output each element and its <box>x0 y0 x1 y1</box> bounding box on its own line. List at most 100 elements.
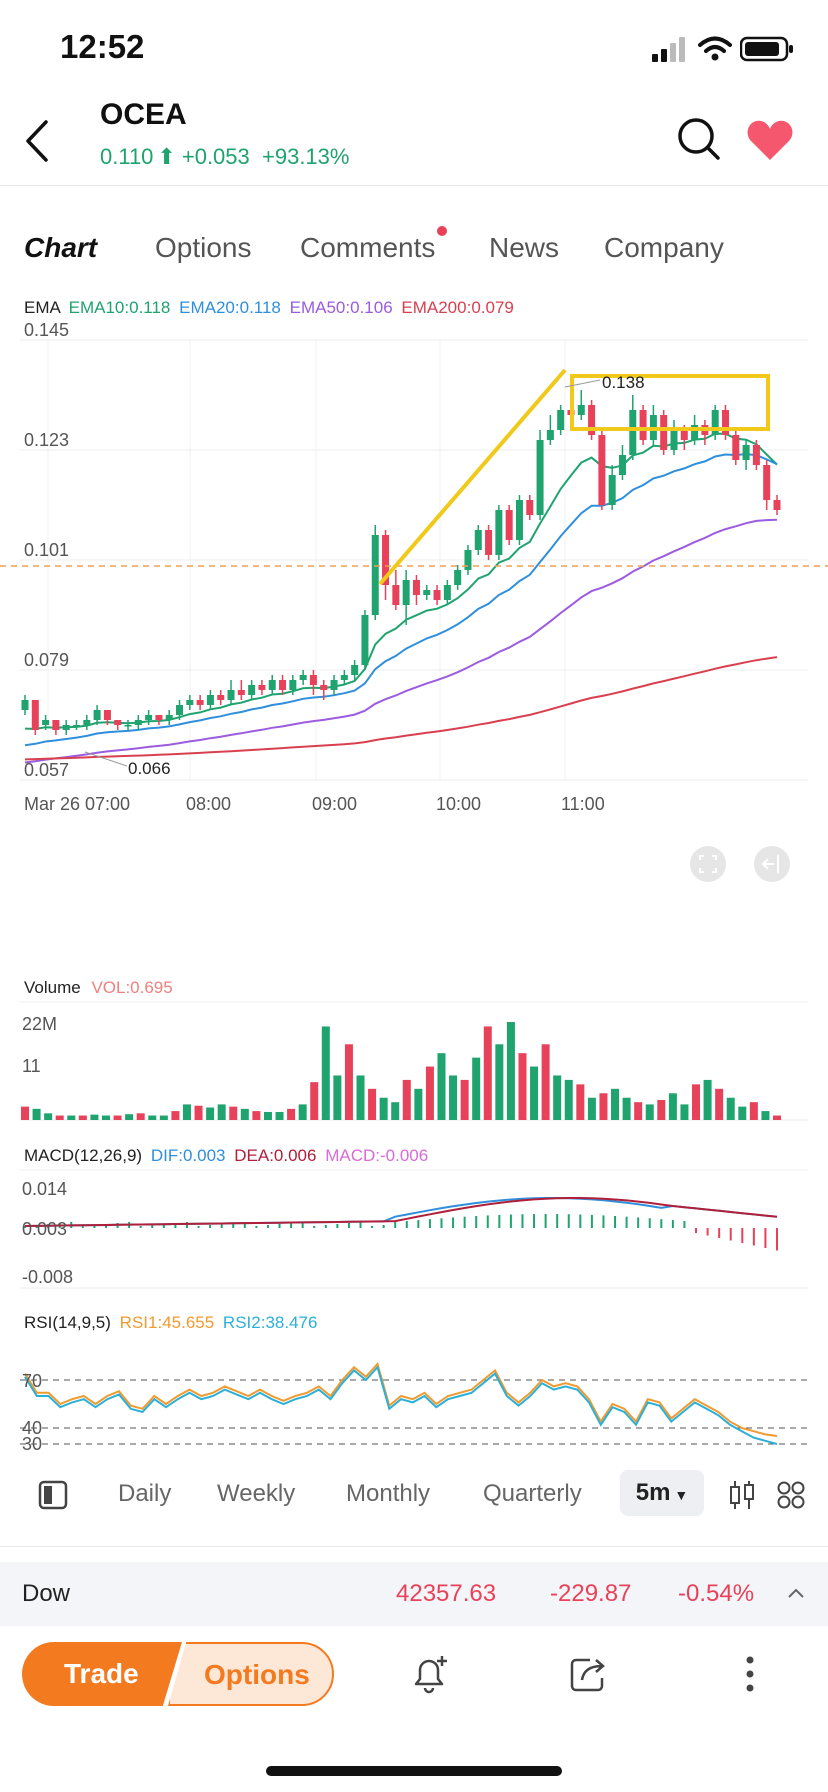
volume-bar <box>263 1111 272 1120</box>
candle-body <box>505 510 513 540</box>
period-quarterly[interactable]: Quarterly <box>483 1480 582 1507</box>
macd-label: MACD(12,26,9) <box>24 1146 143 1165</box>
volume-bar <box>78 1115 87 1120</box>
battery-icon <box>740 36 793 62</box>
volume-bar <box>773 1115 781 1120</box>
candle-body <box>155 715 163 720</box>
candle-body <box>21 700 29 710</box>
volume-bar <box>506 1022 515 1120</box>
tab-chart[interactable]: Chart <box>20 232 116 274</box>
period-divider <box>0 1546 828 1547</box>
rsi-legend: RSI(14,9,5) RSI1:45.655 RSI2:38.476 <box>24 1313 317 1333</box>
volume-bar <box>483 1026 492 1120</box>
price-y-tick: 0.101 <box>24 540 69 560</box>
ema10-value: EMA10:0.118 <box>68 298 171 317</box>
volume-bar <box>402 1079 411 1120</box>
favorite-heart-icon[interactable] <box>746 118 794 162</box>
volume-bar <box>749 1102 758 1120</box>
signal-icon <box>652 37 685 62</box>
candle-body <box>526 500 534 515</box>
price-y-tick: 0.079 <box>24 650 69 670</box>
share-icon[interactable] <box>568 1652 612 1696</box>
index-ticker[interactable]: Dow 42357.63 -229.87 -0.54% <box>0 1562 828 1626</box>
candle-body <box>546 430 554 440</box>
price-x-tick: 09:00 <box>312 794 357 814</box>
volume-bar <box>668 1093 677 1120</box>
volume-chart: 22M 11 <box>20 1001 808 1121</box>
stock-change: +0.053 <box>181 144 250 169</box>
rsi-tick-30: 30 <box>22 1434 42 1450</box>
macd-dif-line <box>24 1197 778 1227</box>
volume-bar <box>680 1104 689 1120</box>
candle-body <box>752 445 760 465</box>
volume-bar <box>21 1106 29 1120</box>
volume-bar <box>44 1113 53 1120</box>
price-x-tick: Mar 26 07:00 <box>24 794 130 814</box>
sidebar-toggle-icon[interactable] <box>38 1480 68 1510</box>
candle-body <box>351 665 359 675</box>
search-icon[interactable] <box>676 116 722 162</box>
volume-bar <box>32 1108 41 1120</box>
candle-body <box>114 720 122 725</box>
notification-dot <box>437 226 448 236</box>
caret-down-icon: ▼ <box>674 1487 689 1503</box>
status-time: 12:52 <box>60 28 145 65</box>
rsi1-value: RSI1:45.655 <box>119 1313 215 1332</box>
period-weekly[interactable]: Weekly <box>217 1480 296 1507</box>
more-options-icon[interactable] <box>740 1652 760 1696</box>
tab-news[interactable]: News <box>489 232 560 263</box>
tab-chart-label: Chart <box>24 232 98 263</box>
volume-bar <box>240 1108 249 1120</box>
fullscreen-icon[interactable] <box>690 846 726 882</box>
volume-bar <box>113 1115 122 1120</box>
candle-body <box>392 585 400 605</box>
tab-company[interactable]: Company <box>604 232 724 263</box>
price-x-tick: 08:00 <box>186 794 231 814</box>
ema50-line <box>24 518 778 764</box>
volume-tick-max: 22M <box>22 1014 57 1034</box>
candle-body <box>330 680 338 690</box>
tab-options[interactable]: Options <box>155 232 252 263</box>
candle-body <box>711 410 719 435</box>
rsi2-value: RSI2:38.476 <box>222 1313 318 1332</box>
options-button[interactable]: Options <box>168 1642 334 1706</box>
trade-button[interactable]: Trade <box>22 1642 182 1706</box>
high-pointer <box>564 379 601 388</box>
volume-bar <box>645 1104 654 1120</box>
ema200-value: EMA200:0.079 <box>401 298 514 317</box>
candle-body <box>557 410 565 430</box>
volume-bar <box>159 1115 168 1120</box>
candle-body <box>186 700 194 705</box>
volume-bar <box>229 1106 238 1120</box>
candle-body <box>206 695 214 705</box>
volume-bar <box>379 1097 388 1120</box>
layout-grid-icon[interactable] <box>776 1480 806 1510</box>
volume-bar <box>425 1066 434 1120</box>
volume-bar <box>391 1102 400 1120</box>
candle-body <box>299 675 307 680</box>
period-monthly[interactable]: Monthly <box>346 1480 431 1507</box>
price-y-tick: 0.057 <box>24 760 69 780</box>
tab-comments-label: Comments <box>300 232 436 263</box>
rsi-tick-70: 70 <box>22 1371 42 1391</box>
interval-dropdown[interactable]: 5m ▼ <box>620 1470 704 1516</box>
chevron-up-icon[interactable] <box>786 1586 806 1600</box>
alert-bell-icon[interactable] <box>408 1652 452 1696</box>
candle-body <box>320 685 328 690</box>
tab-comments[interactable]: Comments <box>300 226 448 264</box>
candle-body <box>258 685 266 690</box>
period-daily[interactable]: Daily <box>118 1480 172 1507</box>
candle-body <box>639 410 647 440</box>
candle-body <box>515 500 523 540</box>
price-x-axis: Mar 26 07:00 08:00 09:00 10:00 11:00 <box>24 794 605 814</box>
volume-label: Volume <box>24 978 81 997</box>
candle-body <box>670 430 678 450</box>
candle-style-icon[interactable] <box>728 1480 756 1510</box>
index-value: 42357.63 <box>396 1580 497 1607</box>
volume-bar <box>541 1044 550 1120</box>
candle-body <box>124 725 132 727</box>
price-chart[interactable]: 0.138 0.066 0.145 0.123 0.101 0.079 0.057 Ma… <box>0 320 828 960</box>
back-icon[interactable] <box>22 118 52 164</box>
candle-body <box>289 680 297 690</box>
ema10-line <box>24 432 778 730</box>
